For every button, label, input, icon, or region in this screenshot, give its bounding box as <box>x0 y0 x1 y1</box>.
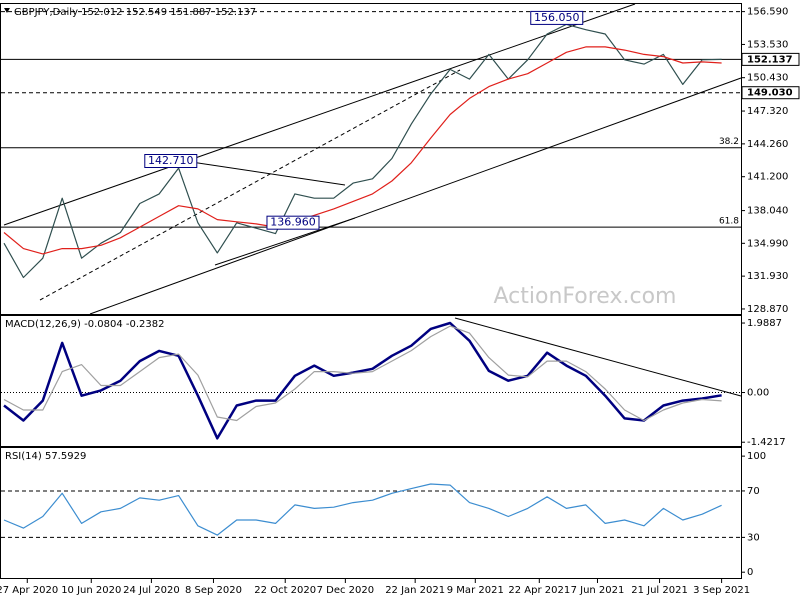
x-tick-label: 22 Apr 2021 <box>508 585 570 596</box>
y-tick-label: 30 <box>747 532 760 543</box>
y-tick-label: 138.040 <box>747 206 788 217</box>
y-tick-label: 156.590 <box>747 7 788 18</box>
series-line <box>3 483 722 536</box>
x-tick-label: 22 Oct 2020 <box>254 585 316 596</box>
y-tick-label: 131.930 <box>747 271 788 282</box>
macd-panel <box>0 315 742 447</box>
macd-trend-line <box>454 317 742 397</box>
y-tick-label: -1.4217 <box>747 437 786 448</box>
y-tick-label: 144.260 <box>747 139 788 150</box>
y-tick-label: 150.430 <box>747 73 788 84</box>
x-tick-label: 10 Jun 2020 <box>61 585 121 596</box>
y-tick-label: 128.870 <box>747 304 788 315</box>
annotation-box <box>144 154 198 169</box>
panel-title: GBPJPY,Daily 152.012 152.549 151.887 152… <box>14 7 256 18</box>
annotation-box <box>530 10 584 25</box>
watermark: ActionForex.com <box>494 284 677 309</box>
panel-title: RSI(14) 57.5929 <box>5 451 86 462</box>
y-tick-label: 141.200 <box>747 172 788 183</box>
channel-upper <box>3 3 636 226</box>
x-tick-label: 7 Jun 2021 <box>571 585 625 596</box>
annotation-label: 136.960 <box>270 216 316 229</box>
price-tag-box <box>741 86 800 100</box>
y-tick-label: 147.320 <box>747 106 788 117</box>
series-line <box>3 325 722 422</box>
y-tick-label: 0 <box>747 567 753 578</box>
y-tick-label: 70 <box>747 486 760 497</box>
fib-label: 38.2 <box>719 137 739 147</box>
series-line <box>3 46 722 255</box>
panel-title: MACD(12,26,9) -0.0804 -0.2382 <box>5 319 165 330</box>
channel-lower <box>89 77 742 315</box>
menu-icon <box>4 8 10 13</box>
y-tick-label: 1.9887 <box>747 318 782 329</box>
price-tag: 149.030 <box>747 88 793 99</box>
x-tick-label: 8 Sep 2020 <box>185 585 242 596</box>
x-tick-label: 7 Dec 2020 <box>317 585 375 596</box>
series-line <box>3 23 722 279</box>
price-panel <box>0 3 742 315</box>
x-tick-label: 24 Jul 2020 <box>123 585 180 596</box>
x-tick-label: 9 Mar 2021 <box>447 585 504 596</box>
x-tick-label: 22 Jan 2021 <box>385 585 445 596</box>
channel-middle <box>39 69 461 301</box>
annotation-label: 142.710 <box>148 154 194 167</box>
triangle-lower <box>214 217 356 266</box>
price-tag-box <box>741 52 800 66</box>
triangle-upper <box>177 159 346 186</box>
price-tag: 152.137 <box>747 54 793 65</box>
y-tick-label: 134.990 <box>747 238 788 249</box>
series-line <box>3 321 722 440</box>
x-tick-label: 27 Apr 2020 <box>0 585 58 596</box>
annotation-label: 156.050 <box>534 11 580 24</box>
y-tick-label: 153.530 <box>747 39 788 50</box>
x-tick-label: 21 Jul 2021 <box>631 585 688 596</box>
annotation-box <box>266 215 320 230</box>
y-tick-label: 100 <box>747 451 766 462</box>
rsi-panel <box>0 447 742 579</box>
x-tick-label: 3 Sep 2021 <box>693 585 750 596</box>
fib-label: 61.8 <box>719 217 739 227</box>
y-tick-label: 0.00 <box>747 388 769 399</box>
trend-lines <box>3 3 742 397</box>
